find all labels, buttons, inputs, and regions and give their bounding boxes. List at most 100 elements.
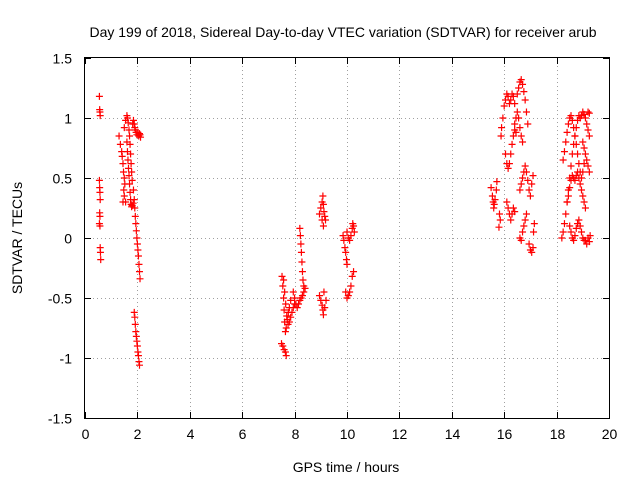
data-point bbox=[120, 168, 128, 176]
data-point bbox=[574, 150, 582, 158]
data-point bbox=[521, 216, 529, 224]
data-point bbox=[96, 222, 104, 230]
data-point bbox=[315, 210, 323, 218]
data-point bbox=[120, 186, 128, 194]
x-tick-label: 20 bbox=[602, 426, 618, 442]
plot-frame bbox=[84, 57, 610, 419]
data-point bbox=[129, 186, 137, 194]
data-point bbox=[132, 227, 140, 235]
data-point bbox=[124, 164, 132, 172]
data-point bbox=[585, 238, 593, 246]
data-point bbox=[580, 110, 588, 118]
data-point bbox=[583, 156, 591, 164]
data-point bbox=[560, 220, 568, 228]
data-point bbox=[115, 132, 123, 140]
x-tick-label: 12 bbox=[392, 426, 408, 442]
data-point bbox=[97, 256, 105, 264]
data-point bbox=[576, 222, 584, 230]
data-point bbox=[296, 232, 304, 240]
data-point bbox=[558, 234, 566, 242]
data-point bbox=[512, 128, 520, 136]
data-point bbox=[118, 152, 126, 160]
data-point bbox=[571, 176, 579, 184]
data-point bbox=[519, 80, 527, 88]
data-point bbox=[515, 84, 523, 92]
data-point bbox=[96, 196, 104, 204]
data-point bbox=[570, 236, 578, 244]
data-point bbox=[281, 288, 289, 296]
y-axis-label: SDTVAR / TECUs bbox=[9, 182, 25, 294]
data-point bbox=[526, 192, 534, 200]
data-point bbox=[128, 168, 136, 176]
data-point bbox=[519, 228, 527, 236]
data-point bbox=[579, 138, 587, 146]
data-point bbox=[283, 312, 291, 320]
data-point bbox=[583, 120, 591, 128]
data-point bbox=[574, 168, 582, 176]
data-point bbox=[585, 132, 593, 140]
data-point bbox=[134, 352, 142, 360]
data-point bbox=[495, 210, 503, 218]
data-point bbox=[131, 313, 139, 321]
data-point bbox=[130, 196, 138, 204]
data-point bbox=[507, 96, 515, 104]
data-point bbox=[347, 282, 355, 290]
data-point bbox=[517, 76, 525, 84]
data-point bbox=[322, 296, 330, 304]
data-point bbox=[520, 88, 528, 96]
x-tick-label: 4 bbox=[187, 426, 195, 442]
data-point bbox=[291, 294, 299, 302]
data-point bbox=[511, 120, 519, 128]
chart-title: Day 199 of 2018, Sidereal Day-to-day VTE… bbox=[89, 24, 596, 40]
data-point bbox=[511, 100, 519, 108]
y-tick-label: 1.5 bbox=[53, 51, 73, 67]
data-point bbox=[520, 222, 528, 230]
data-point bbox=[285, 318, 293, 326]
data-point bbox=[287, 313, 295, 321]
data-point bbox=[560, 148, 568, 156]
data-point bbox=[125, 126, 133, 134]
data-point bbox=[500, 102, 508, 110]
x-tick-label: 10 bbox=[340, 426, 356, 442]
x-tick-label: 18 bbox=[550, 426, 566, 442]
data-point bbox=[567, 228, 575, 236]
data-point bbox=[350, 222, 358, 230]
data-point bbox=[317, 204, 325, 212]
data-point bbox=[344, 292, 352, 300]
data-point bbox=[577, 186, 585, 194]
data-point bbox=[571, 232, 579, 240]
data-point bbox=[120, 192, 128, 200]
y-tick-label: -1.5 bbox=[48, 411, 72, 427]
data-point bbox=[315, 292, 323, 300]
data-point bbox=[126, 132, 134, 140]
data-point bbox=[488, 192, 496, 200]
x-tick-label: 8 bbox=[292, 426, 300, 442]
data-point bbox=[581, 114, 589, 122]
data-point bbox=[507, 216, 515, 224]
data-point bbox=[288, 308, 296, 316]
data-point bbox=[318, 216, 326, 224]
data-point bbox=[281, 348, 289, 356]
data-point bbox=[126, 180, 134, 188]
data-point bbox=[563, 198, 571, 206]
data-point bbox=[530, 228, 538, 236]
data-point bbox=[133, 240, 141, 248]
data-point bbox=[342, 248, 350, 256]
data-point bbox=[524, 120, 532, 128]
x-axis-label: GPS time / hours bbox=[293, 459, 400, 475]
data-point bbox=[562, 138, 570, 146]
data-point bbox=[125, 172, 133, 180]
data-point bbox=[127, 160, 135, 168]
data-point bbox=[96, 248, 104, 256]
data-point bbox=[341, 244, 349, 252]
data-point bbox=[134, 252, 142, 260]
data-point bbox=[136, 275, 144, 283]
data-point bbox=[517, 236, 525, 244]
data-point bbox=[567, 112, 575, 120]
data-point bbox=[525, 186, 533, 194]
data-point bbox=[297, 240, 305, 248]
data-point bbox=[581, 150, 589, 158]
data-point bbox=[299, 276, 307, 284]
data-point bbox=[280, 276, 288, 284]
